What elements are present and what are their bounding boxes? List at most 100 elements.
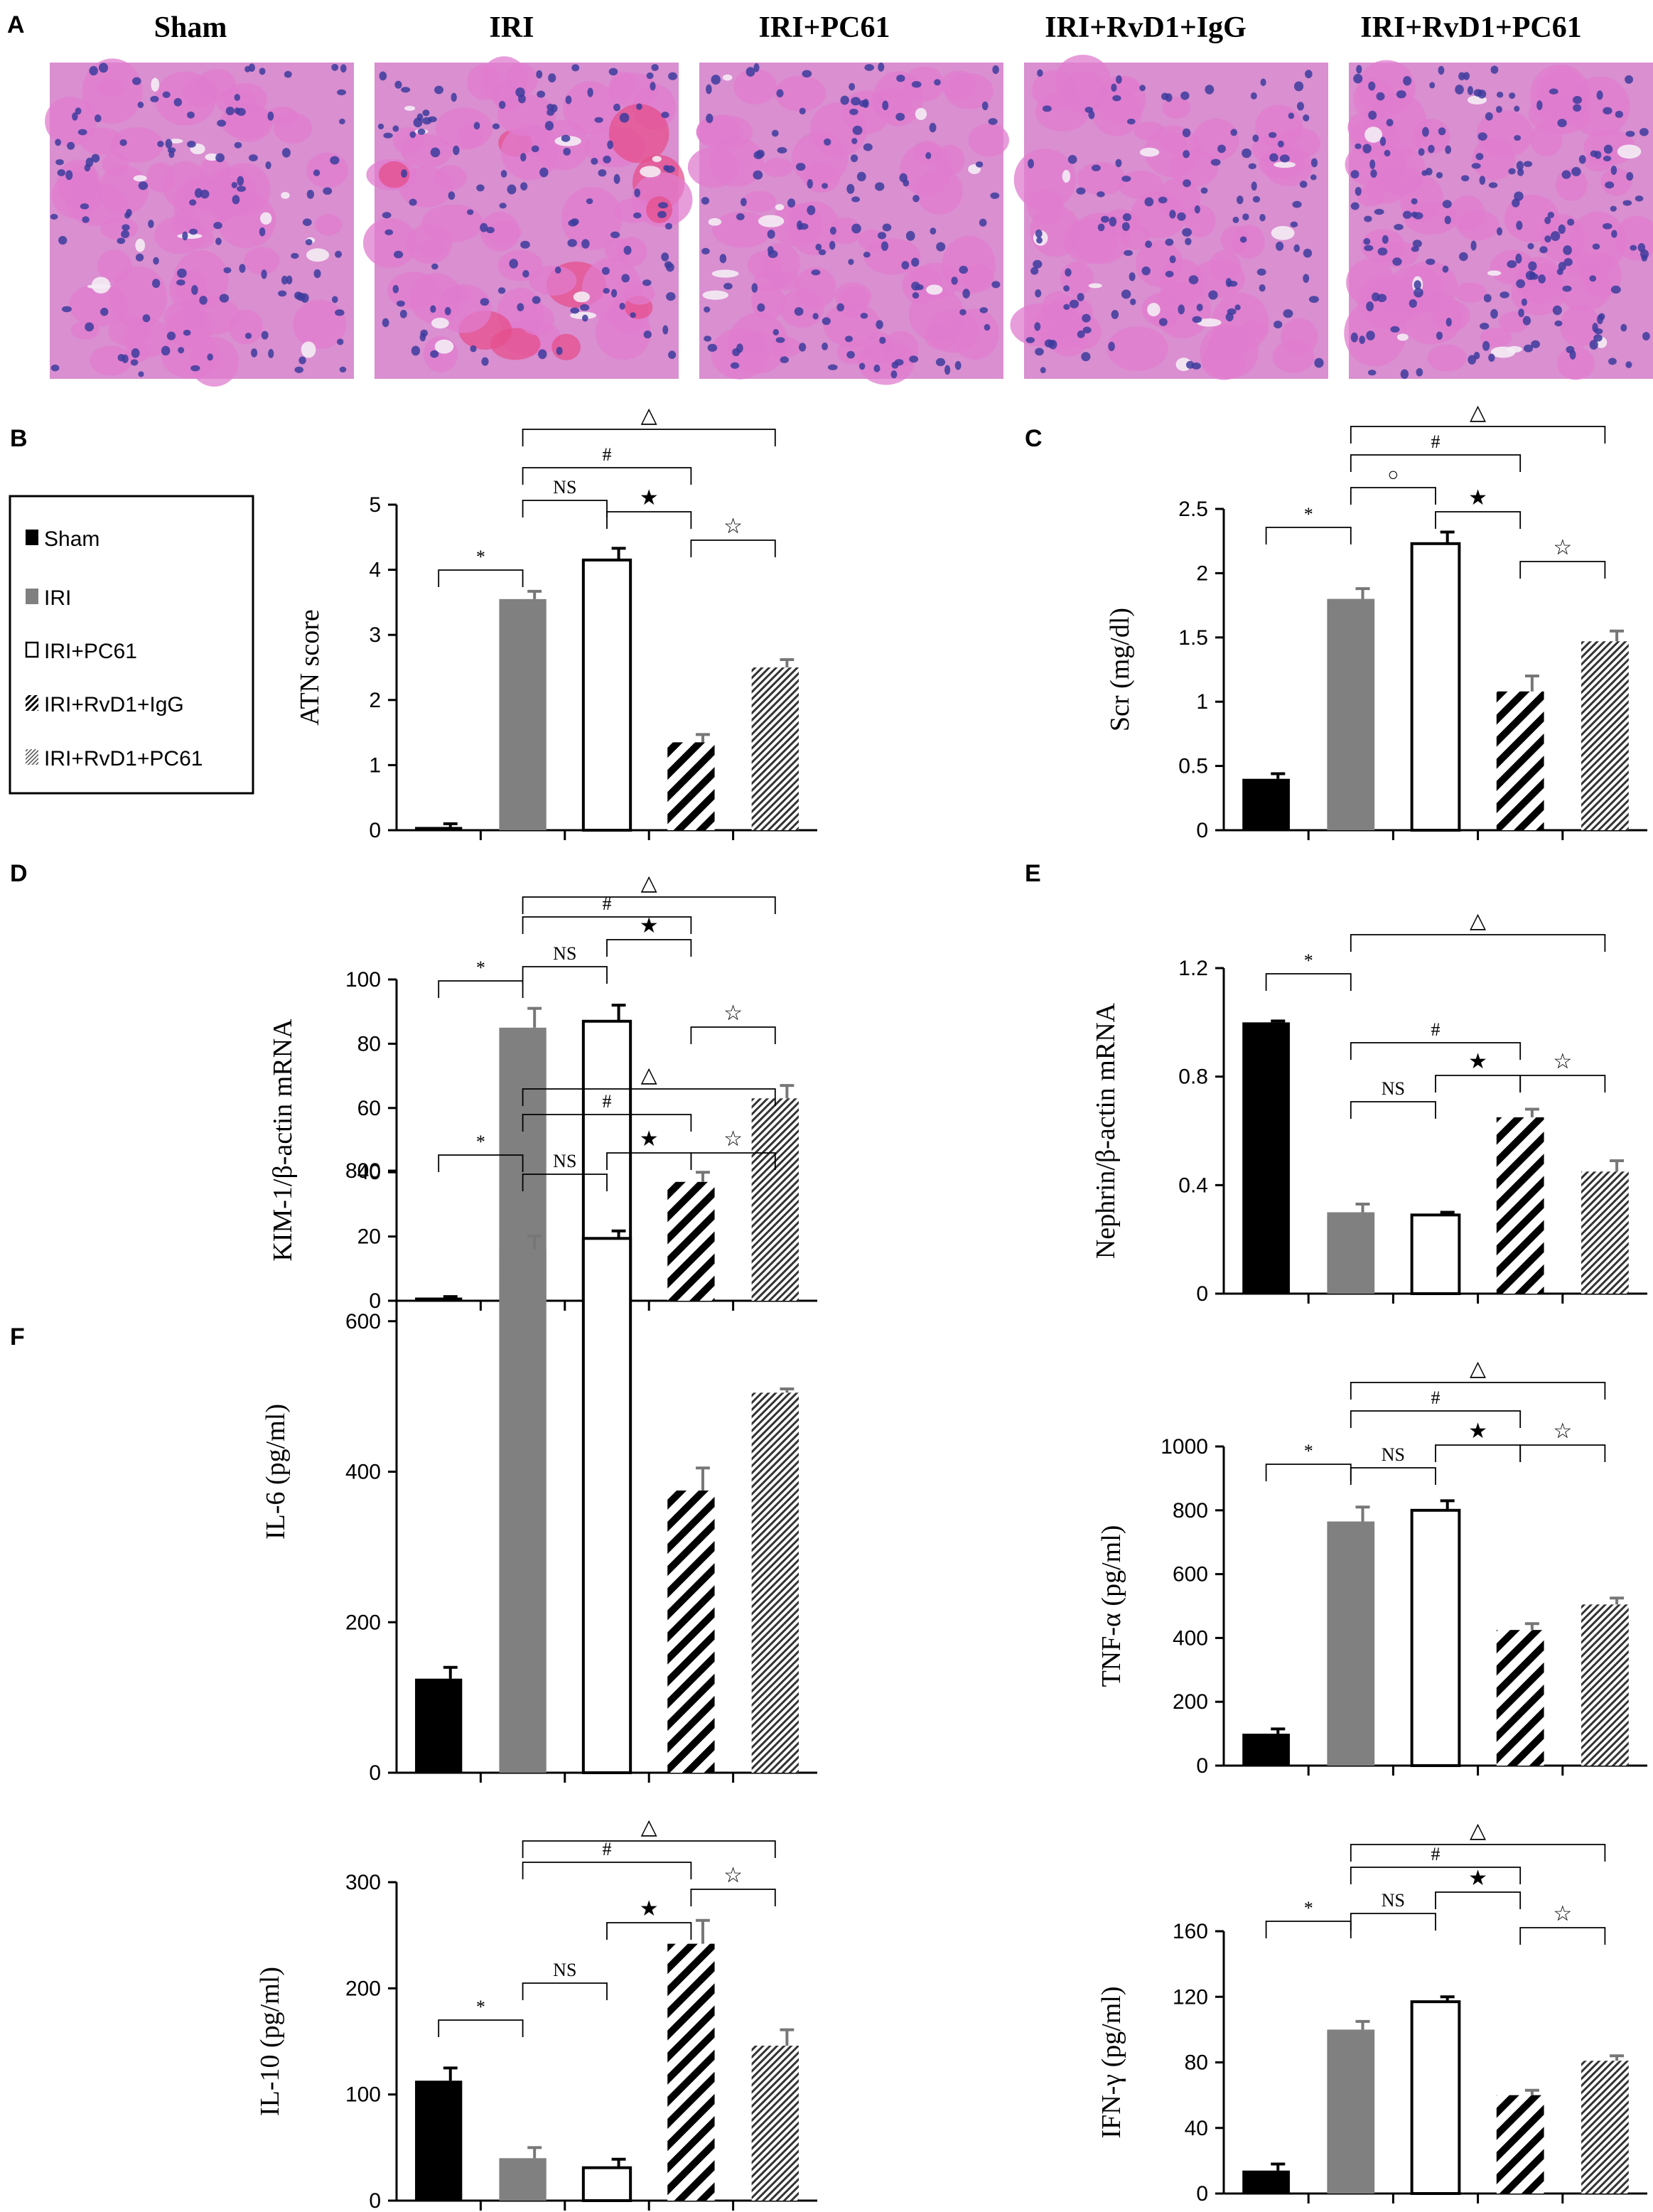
y-tick-label-f1: 600 [345,1310,381,1333]
bracket-iri-vs-rvd1pc61-f3 [522,1840,776,1858]
bracket-pc61-vs-igg-c [1435,511,1522,529]
bracket-pc61-vs-igg-b [606,511,692,529]
y-tick-label-d: 0 [369,1289,381,1313]
sig-label-igg-vs-rvd1pc61-e: ☆ [1553,1049,1572,1074]
bracket-iri-vs-pc61-b [522,500,608,517]
sig-label-pc61-vs-igg-c: ★ [1468,485,1487,510]
sig-label-sham-vs-iri-f3: * [476,1997,485,2017]
sig-label-pc61-vs-igg-f3: ★ [640,1896,659,1921]
panel-letter-e: E [1025,860,1041,887]
micrograph-row [45,55,1653,387]
y-tick-label-c: 0 [1196,819,1208,842]
y-tick-label-f4: 160 [1173,1920,1208,1943]
y-tick-label-b: 5 [369,493,381,517]
y-tick-label-f3: 300 [345,1871,381,1894]
bar-iri-rvd1-igg-c [1496,691,1544,830]
sig-label-iri-vs-pc61-f3: NS [553,1960,576,1980]
bar-iri-rvd1-pc61-b [751,667,799,830]
y-tick-label-c: 0.5 [1178,755,1208,778]
bracket-sham-vs-iri-f2 [1265,1464,1352,1481]
bracket-iri-vs-rvd1pc61-c [1350,426,1606,444]
sig-label-pc61-vs-igg-f2: ★ [1468,1419,1487,1444]
bar-sham-f4 [1242,2170,1290,2194]
sig-label-iri-vs-rvd1pc61-f4: △ [1470,1818,1486,1843]
y-axis-label-f2: TNF-α (pg/ml) [1097,1525,1126,1687]
bracket-iri-vs-igg-b [522,467,692,485]
bar-iri-rvd1-igg-d [667,1181,715,1301]
bracket-iri-vs-pc61-f3 [522,1982,608,2000]
sig-label-iri-vs-igg-f2: # [1431,1387,1441,1408]
y-tick-label-c: 2 [1196,562,1208,585]
legend-swatch-iri-pc61 [25,641,39,658]
bar-iri-pc61-f4 [1410,2000,1461,2195]
y-axis-label-f1: IL-6 (pg/ml) [261,1404,291,1540]
bar-iri-rvd1-igg-b [667,742,715,830]
legend-swatch-iri-rvd1-pc61 [26,749,38,765]
bar-iri-f3 [499,2158,546,2201]
y-axis-label-d: KIM-1/β-actin mRNA [268,1019,298,1262]
legend-box [9,495,254,795]
y-tick-label-f3: 100 [345,2083,381,2107]
y-tick-label-c: 1 [1196,690,1208,714]
y-axis-label-b: ATN score [295,609,325,726]
bracket-pc61-vs-igg-f2 [1435,1444,1522,1462]
panel-letter-d: D [10,860,28,887]
micrograph-3 [687,63,1009,385]
y-tick-label-f2: 0 [1196,1754,1208,1778]
y-tick-label-f2: 800 [1173,1499,1208,1523]
bar-iri-rvd1-pc61-f4 [1581,2061,1629,2194]
y-tick-label-f1: 200 [345,1611,381,1634]
chart-d: 0 20 40 60 80 100 KIM-1/β-actin mRNA * NS ★ ☆ # △ [268,871,817,1313]
bracket-igg-vs-rvd1pc61-d [690,1026,776,1044]
panel-letter-c: C [1025,425,1043,452]
bar-iri-pc61-e [1410,1213,1461,1295]
y-tick-label-d: 40 [357,1161,381,1184]
bar-iri-rvd1-pc61-d [751,1098,799,1301]
sig-label-igg-vs-rvd1pc61-f4: ☆ [1553,1901,1572,1926]
bracket-iri-vs-rvd1pc61-d [522,896,776,914]
bar-iri-rvd1-pc61-e [1581,1171,1629,1294]
micrograph-1 [45,58,354,387]
bracket-iri-vs-rvd1pc61-e [1350,934,1606,952]
sig-label-iri-vs-igg-b: # [603,444,612,465]
sig-label-iri-vs-igg-f3: # [603,1839,612,1859]
y-tick-label-f2: 1000 [1161,1435,1208,1459]
sig-label-iri-vs-pc61-b: NS [553,477,576,498]
bracket-iri-vs-igg-d [522,916,692,934]
sig-label-igg-vs-rvd1pc61-d: ☆ [723,1001,743,1026]
bar-iri-rvd1-igg-e [1496,1117,1544,1294]
bracket-sham-vs-iri-f3 [438,2019,524,2037]
sig-label-iri-vs-rvd1pc61-f2: △ [1470,1356,1486,1381]
sig-label-pc61-vs-igg-f4: ★ [1468,1866,1487,1891]
sig-label-iri-vs-pc61-f1: NS [553,1151,576,1171]
bar-charts: 0 1 2 3 4 5 ATN score * NS ★ ☆ # △ 0 0.5 1 1.5 2 2.5 Scr (m… [255,400,1647,2212]
sig-label-iri-vs-igg-c: # [1431,431,1441,452]
micrograph-title-sham: Sham [154,11,227,44]
bracket-iri-vs-igg-f4 [1350,1867,1522,1884]
sig-label-iri-vs-pc61-f4: NS [1382,1890,1405,1911]
bracket-igg-vs-rvd1pc61-f4 [1519,1927,1606,1945]
bar-sham-e [1242,1022,1290,1294]
micrograph-title-iri-rvd1-pc61: IRI+RvD1+PC61 [1360,11,1582,44]
y-tick-label-b: 2 [369,689,381,712]
y-tick-label-f3: 200 [345,1977,381,2000]
sig-label-iri-vs-pc61-d: NS [553,943,576,964]
bar-iri-rvd1-pc61-f2 [1581,1604,1629,1766]
bracket-pc61-vs-igg-d [606,939,692,957]
legend-label-iri: IRI [44,586,71,610]
sig-label-iri-vs-igg-d: # [603,893,612,914]
bar-iri-rvd1-pc61-c [1581,641,1629,830]
legend: Sham IRI IRI+PC61 IRI+RvD1+IgG IRI+RvD1+… [9,495,254,795]
y-tick-label-f1: 800 [345,1159,381,1183]
sig-label-igg-vs-rvd1pc61-f2: ☆ [1553,1419,1572,1444]
y-tick-label-e: 0.8 [1178,1065,1208,1089]
sig-label-pc61-vs-igg-e: ★ [1468,1049,1487,1074]
bar-iri-pc61-f2 [1410,1508,1461,1768]
y-tick-label-f1: 0 [369,1761,381,1785]
legend-swatch-iri-rvd1-igg [26,695,38,711]
y-tick-label-e: 0.4 [1178,1174,1208,1197]
bar-sham-c [1242,778,1290,830]
legend-swatch-sham [26,530,38,545]
sig-label-igg-vs-rvd1pc61-c: ☆ [1553,535,1572,560]
legend-label-iri-rvd1-igg: IRI+RvD1+IgG [44,693,184,716]
